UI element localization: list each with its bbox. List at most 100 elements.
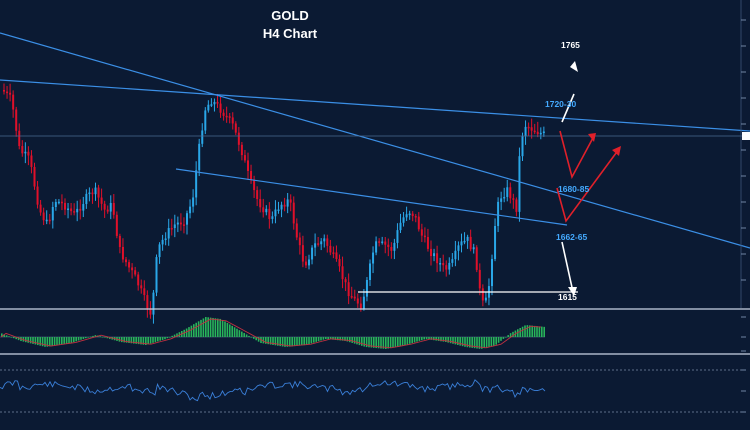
candle-body bbox=[274, 209, 277, 217]
histogram-bar bbox=[394, 337, 397, 348]
histogram-bar bbox=[190, 325, 193, 337]
candle-body bbox=[536, 131, 539, 135]
candle-body bbox=[332, 252, 335, 254]
level-label-1720-30: 1720-30 bbox=[545, 99, 576, 109]
histogram-bar bbox=[154, 337, 157, 343]
candle-body bbox=[503, 196, 506, 199]
candle-body bbox=[149, 308, 152, 315]
candle-body bbox=[396, 230, 399, 243]
candle-body bbox=[237, 132, 240, 145]
histogram-bar bbox=[183, 329, 185, 337]
histogram-bar bbox=[188, 327, 190, 337]
candle-body bbox=[341, 266, 344, 280]
candle-body bbox=[430, 248, 432, 257]
histogram-bar bbox=[293, 337, 296, 347]
histogram-bar bbox=[303, 337, 305, 346]
candle-body bbox=[472, 247, 475, 250]
histogram-bar bbox=[262, 337, 265, 344]
candle-body bbox=[265, 208, 268, 213]
histogram-bar bbox=[17, 337, 20, 341]
histogram-bar bbox=[212, 317, 214, 337]
histogram-bar bbox=[130, 337, 133, 344]
histogram-bar bbox=[109, 337, 111, 339]
histogram-bar bbox=[399, 337, 401, 347]
candle-body bbox=[314, 243, 317, 248]
histogram-bar bbox=[305, 337, 308, 345]
histogram-bar bbox=[344, 337, 346, 341]
candle-body bbox=[106, 209, 109, 212]
histogram-bar bbox=[423, 337, 425, 340]
histogram-bar bbox=[517, 329, 519, 337]
oscillator-line bbox=[0, 379, 546, 402]
histogram-bar bbox=[10, 337, 13, 338]
arrowhead-up-white bbox=[570, 61, 578, 72]
histogram-bar bbox=[145, 337, 147, 345]
histogram-bar bbox=[255, 337, 257, 341]
histogram-bar bbox=[368, 337, 370, 348]
histogram-bar bbox=[286, 337, 289, 347]
histogram-bar bbox=[512, 331, 514, 337]
histogram-bar bbox=[428, 337, 430, 340]
candle-body bbox=[213, 101, 216, 105]
histogram-bar bbox=[466, 337, 469, 348]
histogram-bar bbox=[356, 337, 358, 345]
histogram-bar bbox=[485, 337, 488, 348]
candle-body bbox=[164, 238, 167, 240]
histogram-bar bbox=[277, 337, 279, 346]
candle-body bbox=[240, 144, 243, 156]
histogram-bar bbox=[404, 337, 406, 346]
histogram-bar bbox=[449, 337, 452, 344]
histogram-bar bbox=[80, 337, 82, 340]
histogram-bar bbox=[341, 337, 344, 341]
histogram-bar bbox=[521, 326, 524, 337]
histogram-bar bbox=[27, 337, 29, 343]
candle-body bbox=[234, 123, 237, 133]
histogram-bar bbox=[433, 337, 435, 341]
candle-body bbox=[466, 236, 469, 241]
histogram-bar bbox=[39, 337, 41, 346]
candle-body bbox=[365, 279, 368, 297]
histogram-bar bbox=[454, 337, 457, 345]
candle-body bbox=[39, 204, 42, 213]
histogram-bar bbox=[397, 337, 399, 347]
candle-body bbox=[295, 223, 298, 238]
candle-body bbox=[219, 103, 222, 113]
candle-body bbox=[436, 253, 439, 264]
chart-subtitle: H4 Chart bbox=[262, 26, 318, 41]
candle-body bbox=[152, 292, 155, 315]
candle-body bbox=[417, 216, 420, 230]
candle-body bbox=[12, 94, 15, 110]
histogram-bar bbox=[418, 337, 421, 341]
candle-body bbox=[298, 237, 301, 246]
histogram-bar bbox=[481, 337, 483, 349]
histogram-bar bbox=[233, 327, 236, 337]
histogram-bar bbox=[483, 337, 485, 349]
histogram-bar bbox=[15, 337, 17, 340]
candle-body bbox=[268, 208, 271, 219]
candle-body bbox=[411, 213, 414, 217]
candle-body bbox=[201, 130, 204, 144]
candle-body bbox=[115, 214, 118, 236]
candle-body bbox=[304, 261, 307, 266]
histogram-bar bbox=[406, 337, 409, 345]
histogram-bar bbox=[193, 324, 195, 337]
histogram-bar bbox=[279, 337, 281, 347]
histogram-bar bbox=[173, 334, 176, 337]
candle-body bbox=[137, 274, 140, 286]
histogram-bar bbox=[425, 337, 428, 340]
candle-body bbox=[97, 187, 100, 198]
descending-trendline bbox=[0, 32, 750, 249]
histogram-bar bbox=[507, 335, 509, 337]
arrowhead-down-white bbox=[568, 287, 577, 296]
histogram-bar bbox=[58, 337, 61, 345]
histogram-bar bbox=[493, 337, 495, 346]
histogram-bar bbox=[382, 337, 385, 349]
histogram-bar bbox=[171, 335, 173, 337]
histogram-bar bbox=[257, 337, 260, 342]
histogram-bar bbox=[41, 337, 44, 347]
candle-body bbox=[131, 267, 134, 271]
arrow-scenario-red-2 bbox=[556, 148, 620, 223]
candle-body bbox=[143, 288, 146, 296]
candle-body bbox=[167, 228, 170, 239]
histogram-bar bbox=[332, 337, 334, 340]
